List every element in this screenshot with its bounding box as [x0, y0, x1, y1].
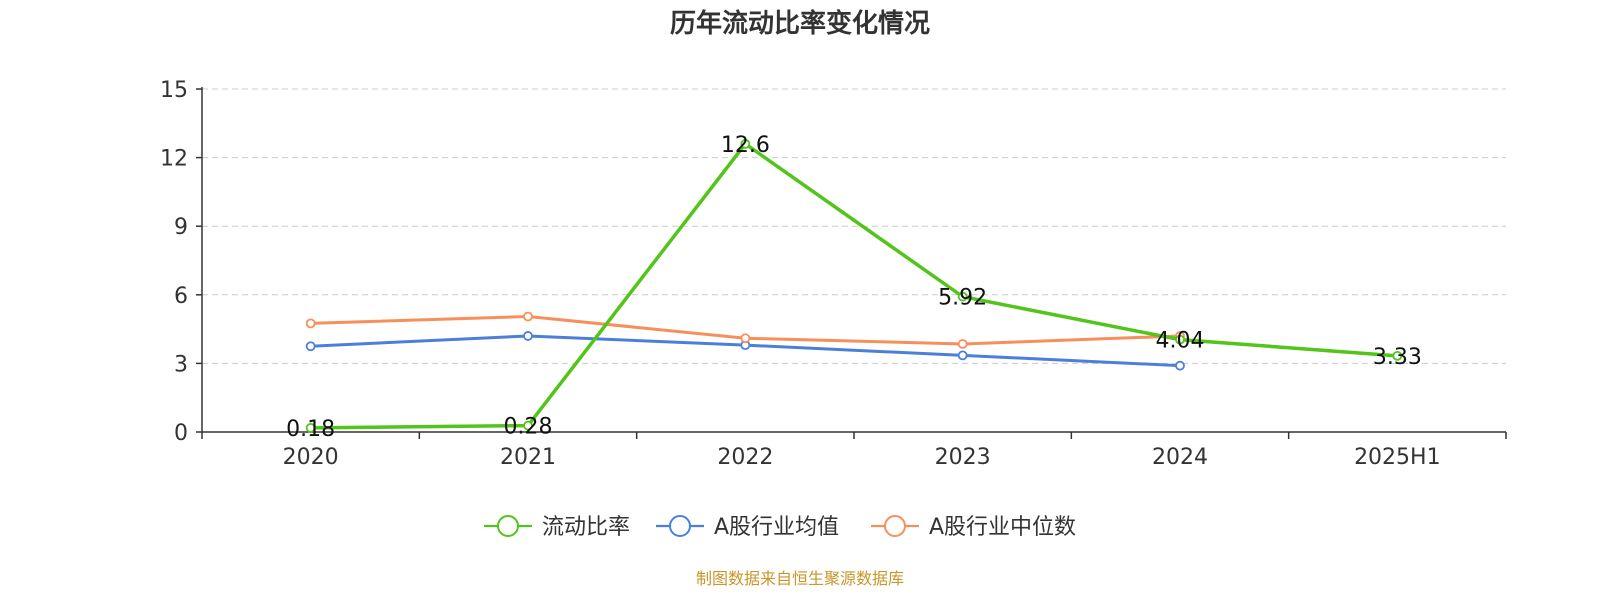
data-point[interactable]	[1392, 350, 1403, 361]
x-tick-label: 2021	[500, 445, 556, 470]
data-point[interactable]	[523, 331, 533, 341]
data-label: 0.28	[504, 415, 553, 440]
legend-item-1[interactable]: A股行业均值	[656, 515, 839, 540]
axes: 0 3 6 9 12 15 2020 2021 2022 2023 2024 2025H1	[160, 78, 1507, 470]
legend-item-2[interactable]: A股行业中位数	[871, 515, 1076, 540]
x-tick-label: 2023	[935, 445, 991, 470]
data-point[interactable]	[523, 420, 533, 431]
data-label: 0.18	[286, 417, 335, 442]
x-tick-label: 2025H1	[1354, 445, 1441, 470]
y-tick-label: 15	[160, 78, 188, 103]
y-tick-label: 0	[174, 421, 188, 446]
data-label: 3.33	[1373, 345, 1422, 370]
data-point[interactable]	[957, 350, 968, 361]
source-note: 制图数据来自恒生聚源数据库	[696, 569, 904, 588]
data-point[interactable]	[305, 341, 316, 352]
legend-marker	[884, 515, 906, 537]
x-tick-label: 2024	[1152, 445, 1208, 470]
data-point[interactable]	[957, 291, 968, 302]
y-tick-label: 9	[174, 215, 188, 240]
legend-label: 流动比率	[542, 515, 630, 540]
data-point[interactable]	[957, 339, 968, 349]
legend-marker	[497, 515, 519, 537]
data-point[interactable]	[523, 311, 533, 322]
legend-label: A股行业均值	[714, 515, 839, 540]
series	[305, 138, 1403, 433]
data-point[interactable]	[1175, 334, 1185, 345]
x-tick-label: 2022	[717, 445, 773, 470]
data-label: 5.92	[938, 286, 987, 311]
legend[interactable]: 流动比率 A股行业均值 A股行业中位数	[484, 515, 1076, 540]
data-point[interactable]	[1175, 360, 1185, 371]
legend-item-0[interactable]: 流动比率	[484, 515, 630, 540]
series-line-0	[310, 142, 1398, 430]
data-point[interactable]	[305, 422, 316, 433]
y-tick-label: 6	[174, 284, 188, 309]
data-label: 12.6	[721, 133, 770, 158]
y-tick-label: 12	[160, 147, 188, 172]
chart-title: 历年流动比率变化情况	[670, 8, 930, 39]
data-point[interactable]	[305, 318, 316, 329]
data-point[interactable]	[740, 333, 751, 344]
y-tick-label: 3	[174, 352, 188, 377]
data-labels: 0.18 0.28 12.6 5.92 4.04 3.33	[286, 133, 1422, 442]
data-label: 4.04	[1156, 329, 1205, 354]
grid-lines	[202, 88, 1506, 364]
legend-marker	[669, 515, 691, 537]
data-point[interactable]	[740, 138, 751, 149]
x-tick-label: 2020	[283, 445, 339, 470]
legend-label: A股行业中位数	[929, 515, 1076, 540]
